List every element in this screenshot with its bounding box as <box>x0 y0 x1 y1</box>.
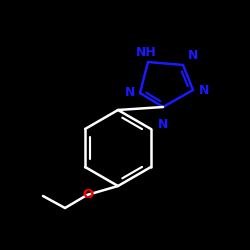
Text: N: N <box>158 118 168 131</box>
Text: N: N <box>188 49 198 62</box>
Text: N: N <box>125 86 135 100</box>
Text: NH: NH <box>136 46 156 59</box>
Text: N: N <box>199 84 209 96</box>
Text: O: O <box>82 188 94 200</box>
